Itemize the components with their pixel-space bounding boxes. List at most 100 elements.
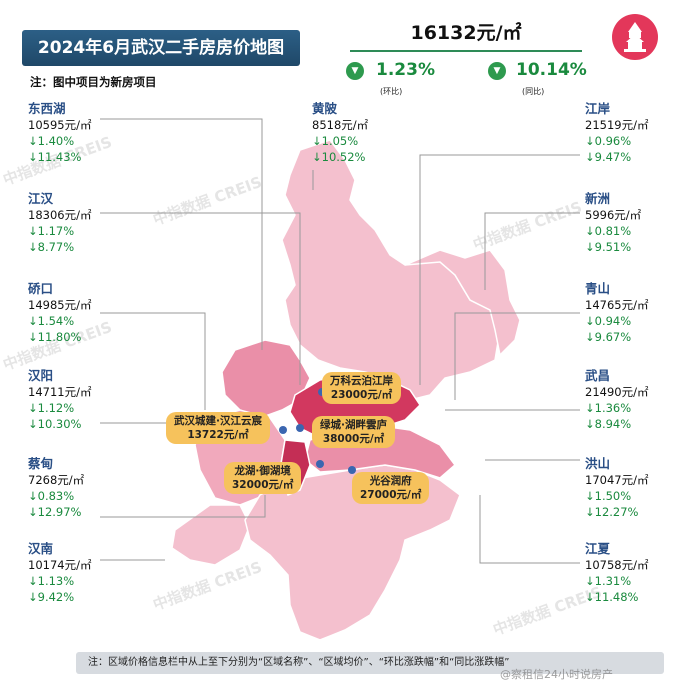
district-card-xinzhou: 新洲 5996元/㎡ ↓0.81% ↓9.51%	[585, 190, 641, 255]
district-price: 10174元/㎡	[28, 558, 92, 572]
leader-line	[100, 118, 263, 350]
district-yoy: ↓9.67%	[585, 330, 632, 344]
map-region-xinzhou	[404, 249, 521, 357]
footer-note: 注：区域价格信息栏中从上至下分别为“区域名称”、“区域均价”、“环比涨跌幅”和“…	[76, 652, 664, 674]
district-mom: ↓1.31%	[585, 574, 632, 588]
city-average-price: 16132元/㎡	[410, 22, 522, 44]
project-dot	[348, 466, 356, 474]
district-yoy: ↓11.43%	[28, 150, 82, 164]
new-project-note: 注：图中项目为新房项目	[30, 75, 157, 89]
district-card-qingshan: 青山 14765元/㎡ ↓0.94% ↓9.67%	[585, 280, 648, 345]
project-dot	[279, 426, 287, 434]
project-label: 万科云泊江岸 23000元/㎡	[322, 372, 401, 404]
leader-line	[484, 212, 580, 290]
district-price: 7268元/㎡	[28, 473, 85, 487]
district-yoy: ↓8.94%	[585, 417, 632, 431]
project-dot	[296, 424, 304, 432]
district-price: 10758元/㎡	[585, 558, 649, 572]
district-mom: ↓0.94%	[585, 314, 632, 328]
district-yoy: ↓11.80%	[28, 330, 82, 344]
yoy-change: 10.14%	[516, 60, 587, 80]
district-mom: ↓0.81%	[585, 224, 632, 238]
district-mom: ↓1.05%	[312, 134, 359, 148]
weibo-credit: @察租信24小时说房产	[500, 668, 613, 681]
yoy-label: (同比)	[522, 87, 545, 96]
project-name: 绿城·湖畔雲庐	[320, 419, 387, 431]
project-label: 武汉城建·汉江云宸 13722元/㎡	[166, 412, 270, 444]
district-card-wuchang: 武昌 21490元/㎡ ↓1.36% ↓8.94%	[585, 367, 648, 432]
map-title: 2024年6月武汉二手房房价地图	[22, 30, 300, 66]
district-name: 黄陂	[312, 101, 338, 116]
project-price: 38000元/㎡	[322, 433, 385, 445]
project-name: 光谷润府	[369, 475, 412, 487]
district-mom: ↓1.12%	[28, 401, 75, 415]
leader-line	[454, 312, 580, 400]
mom-change: 1.23%	[376, 60, 435, 80]
district-mom: ↓1.50%	[585, 489, 632, 503]
district-name: 东西湖	[28, 101, 66, 116]
project-name: 武汉城建·汉江云宸	[174, 415, 262, 427]
leader-line	[100, 312, 206, 410]
district-yoy: ↓11.48%	[585, 590, 639, 604]
project-label: 光谷润府 27000元/㎡	[352, 472, 430, 504]
district-mom: ↓1.17%	[28, 224, 75, 238]
district-price: 18306元/㎡	[28, 208, 92, 222]
project-name: 万科云泊江岸	[330, 375, 393, 387]
district-name: 武昌	[585, 368, 611, 383]
district-price: 10595元/㎡	[28, 118, 92, 132]
district-card-hongshan: 洪山 17047元/㎡ ↓1.50% ↓12.27%	[585, 455, 648, 520]
district-price: 21519元/㎡	[585, 118, 649, 132]
project-name: 龙湖·御湖境	[234, 465, 291, 477]
district-mom: ↓1.36%	[585, 401, 632, 415]
district-price: 8518元/㎡	[312, 118, 369, 132]
leader-line	[479, 495, 580, 564]
district-yoy: ↓10.30%	[28, 417, 82, 431]
district-name: 汉阳	[28, 368, 54, 383]
district-price: 17047元/㎡	[585, 473, 649, 487]
district-card-jiangxia: 江夏 10758元/㎡ ↓1.31% ↓11.48%	[585, 540, 648, 605]
down-triangle-icon: ▼	[488, 62, 506, 80]
district-yoy: ↓9.47%	[585, 150, 632, 164]
district-mom: ↓1.54%	[28, 314, 75, 328]
district-mom: ↓1.40%	[28, 134, 75, 148]
district-yoy: ↓9.51%	[585, 240, 632, 254]
district-mom: ↓1.13%	[28, 574, 75, 588]
district-card-hannan: 汉南 10174元/㎡ ↓1.13% ↓9.42%	[28, 540, 91, 605]
district-card-hanyang: 汉阳 14711元/㎡ ↓1.12% ↓10.30%	[28, 367, 91, 432]
project-price: 32000元/㎡	[232, 479, 294, 491]
project-price: 23000元/㎡	[330, 389, 393, 401]
leader-line	[100, 495, 266, 518]
map-region-west	[221, 339, 311, 419]
district-card-jiangan: 江岸 21519元/㎡ ↓0.96% ↓9.47%	[585, 100, 648, 165]
district-name: 江岸	[585, 101, 611, 116]
district-name: 蔡甸	[28, 456, 54, 471]
project-label: 绿城·湖畔雲庐 38000元/㎡	[312, 416, 395, 448]
divider	[350, 50, 582, 52]
down-triangle-icon: ▼	[346, 62, 364, 80]
district-card-huangpi: 黄陂 8518元/㎡ ↓1.05% ↓10.52%	[312, 100, 368, 165]
district-name: 硚口	[28, 281, 54, 296]
district-yoy: ↓8.77%	[28, 240, 75, 254]
district-name: 青山	[585, 281, 611, 296]
district-yoy: ↓9.42%	[28, 590, 75, 604]
district-price: 5996元/㎡	[585, 208, 642, 222]
district-name: 江夏	[585, 541, 611, 556]
district-name: 新洲	[585, 191, 611, 206]
district-price: 14765元/㎡	[585, 298, 649, 312]
project-price: 27000元/㎡	[360, 489, 422, 501]
district-name: 江汉	[28, 191, 54, 206]
project-label: 龙湖·御湖境 32000元/㎡	[224, 462, 302, 494]
district-card-jianghan: 江汉 18306元/㎡ ↓1.17% ↓8.77%	[28, 190, 91, 255]
district-price: 14985元/㎡	[28, 298, 92, 312]
district-card-qiaokou: 硚口 14985元/㎡ ↓1.54% ↓11.80%	[28, 280, 91, 345]
district-name: 洪山	[585, 456, 611, 471]
mom-label: (环比)	[380, 87, 403, 96]
map-region-north	[281, 139, 501, 401]
district-card-dongxihu: 东西湖 10595元/㎡ ↓1.40% ↓11.43%	[28, 100, 91, 165]
leader-line	[100, 212, 301, 385]
district-mom: ↓0.83%	[28, 489, 75, 503]
district-price: 21490元/㎡	[585, 385, 649, 399]
district-yoy: ↓12.97%	[28, 505, 82, 519]
district-price: 14711元/㎡	[28, 385, 92, 399]
district-name: 汉南	[28, 541, 54, 556]
